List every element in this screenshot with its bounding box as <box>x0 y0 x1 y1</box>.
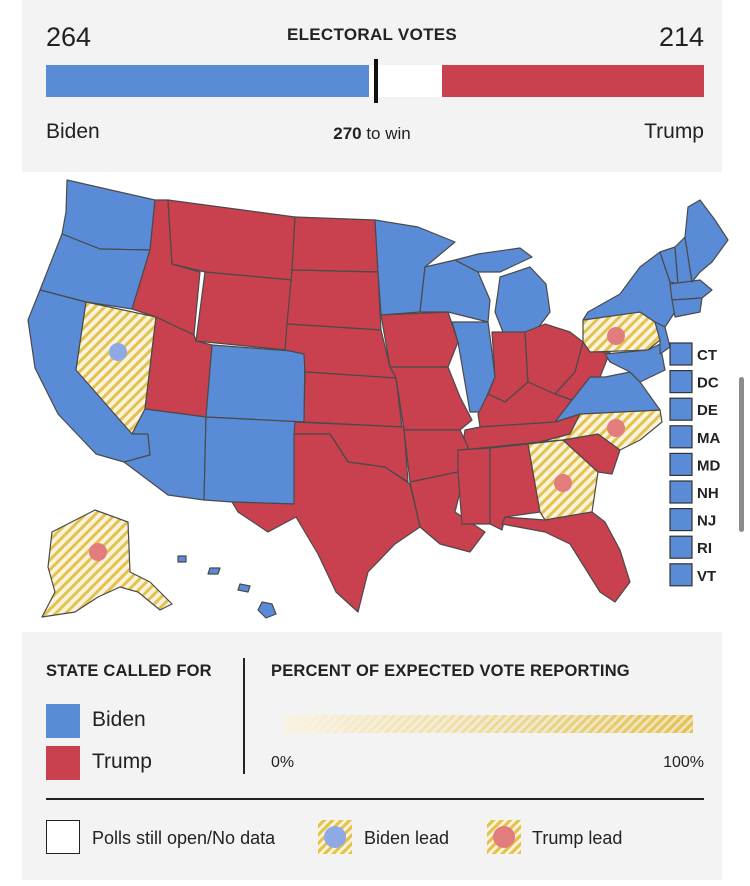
electoral-votes-title: ELECTORAL VOTES <box>286 25 458 44</box>
small-state-label-md: MD <box>697 457 720 474</box>
state-new-mexico[interactable] <box>203 416 305 505</box>
trump-legend-label: Trump <box>92 750 152 773</box>
biden-electoral-count: 264 <box>46 22 92 52</box>
state-wyoming[interactable] <box>195 271 293 351</box>
small-state-box-ct[interactable] <box>669 342 693 366</box>
trump-color-swatch <box>46 746 80 780</box>
threshold-suffix: to win <box>361 124 411 143</box>
reporting-title: PERCENT OF EXPECTED VOTE REPORTING <box>271 662 630 680</box>
legend-divider-vertical <box>243 658 245 774</box>
biden-legend-label: Biden <box>92 708 146 731</box>
small-state-label-de: DE <box>697 402 718 419</box>
state-hawaii-oahu[interactable] <box>207 567 221 575</box>
biden-lead-swatch-dot <box>324 826 346 848</box>
state-texas[interactable] <box>231 433 421 613</box>
small-state-label-dc: DC <box>697 375 719 392</box>
win-threshold-marker <box>374 59 379 103</box>
trump-lead-dot-alaska <box>89 543 107 561</box>
small-state-box-dc[interactable] <box>669 370 693 394</box>
biden-lead-dot-nevada <box>109 343 127 361</box>
state-florida[interactable] <box>501 511 631 603</box>
state-north-dakota[interactable] <box>291 216 379 273</box>
trump-lead-dot-georgia <box>554 474 572 492</box>
state-missouri[interactable] <box>389 366 473 431</box>
electoral-votes-header: 264 ELECTORAL VOTES 214 Biden 270 to win… <box>22 0 722 172</box>
state-iowa[interactable] <box>380 311 459 368</box>
trump-lead-swatch-dot <box>493 826 515 848</box>
electoral-votes-bar <box>46 59 704 103</box>
state-hawaii-maui[interactable] <box>237 583 251 593</box>
state-south-dakota[interactable] <box>286 269 382 331</box>
biden-lead-swatch <box>318 820 352 854</box>
state-massachusetts[interactable] <box>669 279 713 301</box>
trump-name: Trump <box>644 120 704 143</box>
state-maine[interactable] <box>684 199 729 283</box>
small-state-label-nj: NJ <box>697 513 716 530</box>
map-legend: STATE CALLED FOR PERCENT OF EXPECTED VOT… <box>22 632 722 880</box>
trump-lead-label: Trump lead <box>532 828 623 848</box>
reporting-gradient-bar <box>284 715 693 733</box>
state-michigan-up[interactable] <box>454 247 533 273</box>
state-colorado[interactable] <box>205 344 306 423</box>
no-data-swatch <box>46 820 80 854</box>
small-state-box-nh[interactable] <box>669 480 693 504</box>
small-state-label-vt: VT <box>697 568 716 585</box>
biden-bar-segment <box>46 65 369 97</box>
small-state-label-ri: RI <box>697 540 712 557</box>
small-state-box-ma[interactable] <box>669 425 693 449</box>
no-data-label: Polls still open/No data <box>92 828 276 848</box>
page-scrollbar[interactable] <box>739 377 744 532</box>
state-hawaii-kauai[interactable] <box>177 555 187 563</box>
state-hawaii-big[interactable] <box>257 601 277 619</box>
state-alaska[interactable] <box>41 509 173 618</box>
trump-bar-segment <box>442 65 704 97</box>
legend-divider-horizontal <box>46 798 704 800</box>
state-called-title: STATE CALLED FOR <box>46 662 212 680</box>
state-north-carolina[interactable] <box>539 409 663 451</box>
small-state-label-nh: NH <box>697 485 719 502</box>
reporting-max-label: 100% <box>663 754 704 771</box>
trump-lead-dot-north-carolina <box>607 419 625 437</box>
threshold-value: 270 <box>333 124 362 143</box>
state-connecticut-ri[interactable] <box>671 297 703 318</box>
small-state-box-nj[interactable] <box>669 508 693 532</box>
small-state-label-ma: MA <box>697 430 720 447</box>
state-mississippi[interactable] <box>457 447 491 525</box>
trump-electoral-count: 214 <box>658 22 704 52</box>
trump-lead-dot-pennsylvania <box>607 327 625 345</box>
biden-color-swatch <box>46 704 80 738</box>
small-state-box-md[interactable] <box>669 452 693 476</box>
to-win-label: 270 to win <box>22 124 722 144</box>
trump-lead-swatch <box>487 820 521 854</box>
biden-name: Biden <box>46 120 100 143</box>
state-kansas[interactable] <box>303 371 403 428</box>
small-states-list: CT DC DE MA MD NH NJ RI VT <box>669 342 720 587</box>
small-state-box-ri[interactable] <box>669 535 693 559</box>
small-state-box-de[interactable] <box>669 397 693 421</box>
small-state-box-vt[interactable] <box>669 563 693 587</box>
reporting-min-label: 0% <box>271 754 295 771</box>
state-new-jersey[interactable] <box>654 321 671 355</box>
small-state-label-ct: CT <box>697 347 717 364</box>
state-montana[interactable] <box>167 199 296 281</box>
state-maryland-delaware[interactable] <box>604 343 666 383</box>
us-map-svg: CT DC DE MA MD NH NJ RI VT <box>27 179 729 619</box>
biden-lead-label: Biden lead <box>364 828 450 848</box>
electoral-map: CT DC DE MA MD NH NJ RI VT <box>0 172 750 632</box>
